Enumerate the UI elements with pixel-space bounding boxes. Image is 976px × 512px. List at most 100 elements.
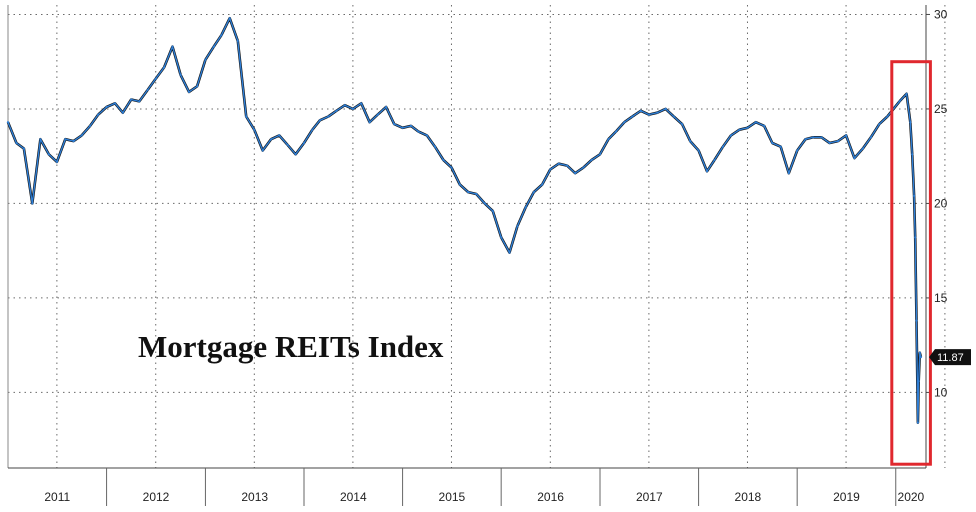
series-point [905, 92, 908, 95]
y-tick-label: 10 [934, 385, 948, 399]
series-point [869, 136, 873, 139]
series-point [368, 121, 371, 124]
series-point [820, 136, 823, 139]
series-point [672, 115, 675, 118]
series-point [6, 121, 10, 124]
series-point [425, 134, 428, 137]
series-point [607, 138, 610, 141]
series-point [532, 191, 535, 194]
y-tick-label: 15 [934, 291, 948, 305]
series-point [196, 85, 199, 88]
series-point [812, 136, 815, 139]
series-point [376, 113, 379, 116]
last-value-badge [929, 349, 971, 366]
series-point [393, 123, 396, 126]
series-point [898, 100, 901, 103]
x-tick-label: 2018 [735, 490, 762, 504]
last-value-marker: 11.87 [929, 349, 971, 366]
series-point [861, 147, 864, 150]
series-point [779, 145, 782, 148]
highlight-box [890, 60, 932, 466]
series-point [886, 115, 889, 118]
x-axis-ticks: 2011 2012 2013 2014 2015 2016 2017 2018 2019 2020 [44, 468, 925, 506]
gridlines [8, 5, 946, 468]
series-point [286, 143, 289, 146]
series-point [853, 157, 856, 160]
series-point [804, 138, 807, 141]
series-point [97, 113, 100, 116]
series-point [154, 77, 157, 80]
series-point [204, 58, 207, 61]
last-value-label: 11.87 [937, 352, 964, 364]
series-point [327, 115, 330, 118]
series-point [915, 319, 918, 322]
x-tick-label: 2012 [143, 490, 170, 504]
series-point [796, 149, 799, 152]
series-point [909, 121, 912, 124]
series-point [763, 124, 766, 127]
series-point [179, 73, 182, 76]
series-point [39, 138, 42, 141]
series-point [417, 130, 420, 133]
series-point [738, 128, 741, 131]
series-point [138, 100, 141, 103]
series-point [697, 149, 700, 152]
series-point [656, 111, 659, 114]
series-point [401, 126, 404, 129]
series-point [623, 121, 626, 124]
series-point [754, 121, 757, 124]
series-point [917, 380, 920, 383]
series-point [113, 102, 117, 105]
series-point [557, 162, 560, 165]
x-tick-label: 2013 [241, 490, 268, 504]
y-tick-label: 20 [934, 196, 948, 210]
y-tick-label: 30 [934, 7, 948, 21]
series-point [385, 105, 388, 109]
series-point [916, 421, 920, 424]
series-point [705, 170, 709, 173]
series-point [689, 140, 692, 143]
series-point [360, 102, 363, 105]
series-point [64, 138, 67, 141]
series-point [467, 191, 470, 194]
series-point [253, 128, 256, 131]
series-point [163, 66, 166, 69]
series-point [491, 209, 494, 213]
y-axis-ticks: 10 15 20 25 30 [926, 7, 948, 399]
series-point [228, 17, 231, 20]
series-point [582, 166, 585, 169]
series-point [913, 194, 916, 197]
series-point [55, 160, 59, 163]
series-point [639, 109, 642, 112]
series-point [318, 119, 321, 122]
series-point [911, 153, 914, 156]
chart-title: Mortgage REITs Index [138, 329, 444, 364]
series-point [664, 107, 667, 110]
series-point [47, 153, 50, 156]
series-point [105, 105, 108, 109]
series-point [261, 149, 264, 152]
series-point [80, 134, 83, 137]
series-point [245, 115, 248, 118]
series-point [516, 225, 519, 228]
series-point [574, 172, 577, 175]
series-point [914, 236, 917, 239]
series-point [746, 126, 749, 129]
series-point [294, 153, 297, 156]
series-point [614, 130, 618, 133]
series-point [187, 90, 191, 93]
series-point [130, 98, 133, 101]
series-point [541, 183, 544, 186]
series-point [212, 45, 215, 48]
series-point [302, 141, 306, 145]
series-point [433, 145, 437, 148]
series-point [409, 124, 413, 127]
x-tick-label: 2014 [340, 490, 367, 504]
series-point [121, 111, 124, 114]
x-tick-label: 2020 [898, 490, 925, 504]
series-point [631, 115, 634, 118]
series-point [236, 39, 239, 43]
x-tick-label: 2011 [44, 490, 70, 504]
series-point [22, 147, 25, 150]
series-point [483, 202, 486, 205]
